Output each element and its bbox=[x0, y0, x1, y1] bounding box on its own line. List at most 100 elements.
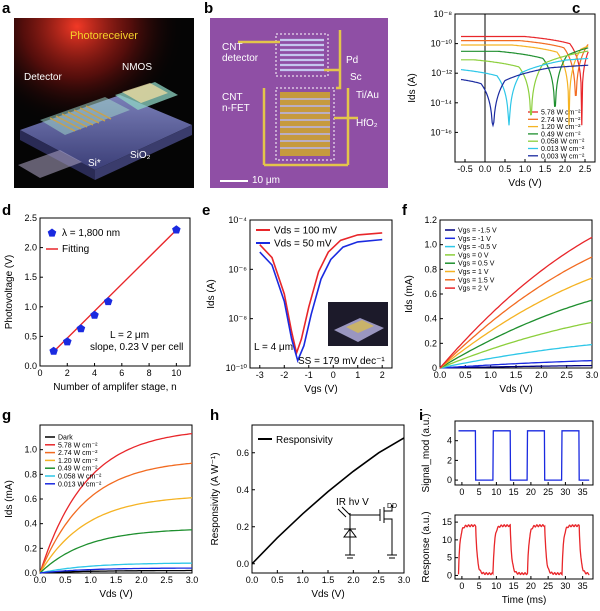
panel-f: f 0.0 0.5 1.0 1.5 2.0 2.5 3.0 0 0.2 0.4 0.6 0.8 1.0 1… bbox=[400, 200, 600, 405]
legend-entry: 5.78 W cm⁻² bbox=[58, 442, 98, 449]
y-tick-label: 0.2 bbox=[424, 338, 437, 348]
y-tick-label: 0.4 bbox=[236, 485, 249, 495]
legend-entry: Vgs = -1.5 V bbox=[458, 228, 497, 235]
y-tick-label: 0 bbox=[447, 475, 452, 485]
x-tick-label: 0 bbox=[331, 370, 336, 380]
x-tick-label: -1 bbox=[305, 370, 313, 380]
x-tick-label: 1.5 bbox=[539, 164, 552, 174]
chart-h: 0.0 0.5 1.0 1.5 2.0 2.5 3.0 0.0 0.2 0.4 0.6 Vds (V)… bbox=[210, 424, 411, 600]
nmos-label: NMOS bbox=[122, 62, 152, 73]
pd-label: Pd bbox=[346, 55, 359, 66]
legend-entry: 0.058 W cm⁻² bbox=[541, 139, 585, 146]
x-tick-label: 0.0 bbox=[434, 370, 447, 380]
x-tick-label: 1.0 bbox=[519, 164, 532, 174]
x-tick-label: 3.0 bbox=[186, 575, 199, 585]
x-tick-label: -3 bbox=[256, 370, 264, 380]
detector-label: Detector bbox=[24, 72, 62, 83]
annotation-ss: SS = 179 mV dec⁻¹ bbox=[298, 356, 385, 367]
panel-letter-i: i bbox=[419, 407, 424, 424]
sem-micrograph bbox=[210, 18, 388, 188]
series-line bbox=[460, 57, 589, 126]
y-tick-label: 10⁻⁸ bbox=[228, 314, 247, 324]
panel-a: a Photoreceiver Detector bbox=[0, 0, 195, 190]
cnt-nfet-label-2: n-FET bbox=[222, 103, 250, 114]
y-tick-label: 10⁻¹⁶ bbox=[431, 127, 453, 137]
hfo2-label: HfO₂ bbox=[356, 118, 378, 129]
x-tick-label: 1.0 bbox=[484, 370, 497, 380]
x-tick-label: 3.0 bbox=[398, 575, 411, 585]
response-waveform bbox=[457, 523, 590, 577]
chart-i: 0 5 10 15 20 25 30 35 0 2 4 Signal_mod (a.u.) 0 5 10 15… bbox=[421, 414, 594, 606]
series-line bbox=[251, 437, 405, 565]
y-tick-label: 0 bbox=[432, 363, 437, 373]
x-tick-label: -0.5 bbox=[457, 164, 473, 174]
y-tick-label: 10 bbox=[442, 535, 452, 545]
y-axis-label: Signal_mod (a.u.) bbox=[421, 414, 432, 493]
legend-entry: Vgs = -1 V bbox=[458, 236, 491, 243]
x-tick-label: 1.5 bbox=[510, 370, 523, 380]
legend-entry: 0.058 W cm⁻² bbox=[58, 474, 102, 481]
x-tick-label: 2 bbox=[380, 370, 385, 380]
legend-entry: 1.20 W cm⁻² bbox=[58, 458, 98, 465]
series-line bbox=[461, 50, 589, 116]
y-tick-label: 2.0 bbox=[24, 243, 37, 253]
plot-frame bbox=[39, 217, 191, 367]
series-line bbox=[461, 40, 589, 97]
x-axis-label: Vds (V) bbox=[311, 589, 344, 600]
legend-entry: Fitting bbox=[62, 244, 89, 255]
data-point bbox=[49, 346, 58, 355]
chart-c: -0.5 0.0 0.5 1.0 1.5 2.0 2.5 10⁻⁸ 10⁻¹⁰ 10⁻¹² 10⁻¹… bbox=[407, 9, 596, 189]
x-tick-label: 10 bbox=[491, 487, 501, 497]
legend-entry: Vgs = 0 V bbox=[458, 252, 489, 259]
sc-label: Sc bbox=[350, 72, 362, 83]
cnt-nfet-label-1: CNT bbox=[222, 92, 243, 103]
x-axis-label: Vds (V) bbox=[499, 384, 532, 395]
series-line bbox=[439, 256, 593, 369]
cnt-detector-label-2: detector bbox=[222, 53, 259, 64]
y-tick-label: 0.6 bbox=[236, 448, 249, 458]
legend-entry: Vgs = 1.5 V bbox=[458, 277, 495, 284]
y-tick-label: 0.4 bbox=[424, 314, 437, 324]
series-line bbox=[439, 359, 593, 369]
device-rendering bbox=[14, 18, 194, 188]
fitting-line bbox=[51, 228, 179, 354]
x-tick-label: 10 bbox=[491, 581, 501, 591]
x-tick-label: 25 bbox=[543, 487, 553, 497]
legend-swatch bbox=[47, 228, 57, 237]
panel-letter-d: d bbox=[2, 202, 12, 219]
legend-entry: Vds = 100 mV bbox=[274, 226, 337, 237]
series-line bbox=[259, 232, 383, 356]
panel-letter-c: c bbox=[572, 0, 581, 17]
data-point bbox=[76, 324, 86, 333]
transistor-symbol bbox=[350, 505, 397, 559]
y-tick-label: 1.5 bbox=[24, 272, 37, 282]
circuit-label: IR hν V bbox=[336, 497, 369, 508]
legend-entry: 2.74 W cm⁻² bbox=[58, 450, 98, 457]
series-line bbox=[39, 462, 193, 574]
y-tick-label: 4 bbox=[447, 436, 452, 446]
y-tick-label: 10⁻¹⁰ bbox=[226, 363, 248, 373]
series-line bbox=[39, 567, 192, 574]
x-tick-label: 2.0 bbox=[347, 575, 360, 585]
panel-letter-g: g bbox=[2, 407, 12, 424]
x-axis-label: Vds (V) bbox=[99, 589, 132, 600]
panel-b: b CNT detector CNT n-FET bbox=[198, 0, 398, 190]
y-tick-label: 0 bbox=[447, 570, 452, 580]
panel-c: c -0.5 0.0 0.5 1.0 1.5 2.0 2.5 10⁻⁸ 10⁻¹⁰ 10⁻¹² 10… bbox=[400, 0, 600, 200]
x-tick-label: 0.5 bbox=[499, 164, 512, 174]
x-tick-label: 0.5 bbox=[59, 575, 72, 585]
si-label: Si* bbox=[88, 158, 101, 169]
x-tick-label: 0 bbox=[459, 487, 464, 497]
y-tick-label: 10⁻⁴ bbox=[228, 215, 247, 225]
y-tick-label: 0.6 bbox=[424, 289, 437, 299]
chart-f: 0.0 0.5 1.0 1.5 2.0 2.5 3.0 0 0.2 0.4 0.6 0.8 1.0 1.2… bbox=[404, 215, 598, 395]
x-tick-label: 5 bbox=[477, 487, 482, 497]
y-axis-label: Ids (mA) bbox=[404, 275, 415, 313]
legend-entry: Vgs = -0.5 V bbox=[458, 244, 497, 251]
legend-entry: Vds = 50 mV bbox=[274, 239, 332, 250]
data-point bbox=[63, 337, 72, 346]
x-tick-label: 1.5 bbox=[110, 575, 123, 585]
x-tick-label: 2.5 bbox=[560, 370, 573, 380]
series-line bbox=[461, 35, 589, 126]
x-tick-label: 20 bbox=[526, 487, 536, 497]
